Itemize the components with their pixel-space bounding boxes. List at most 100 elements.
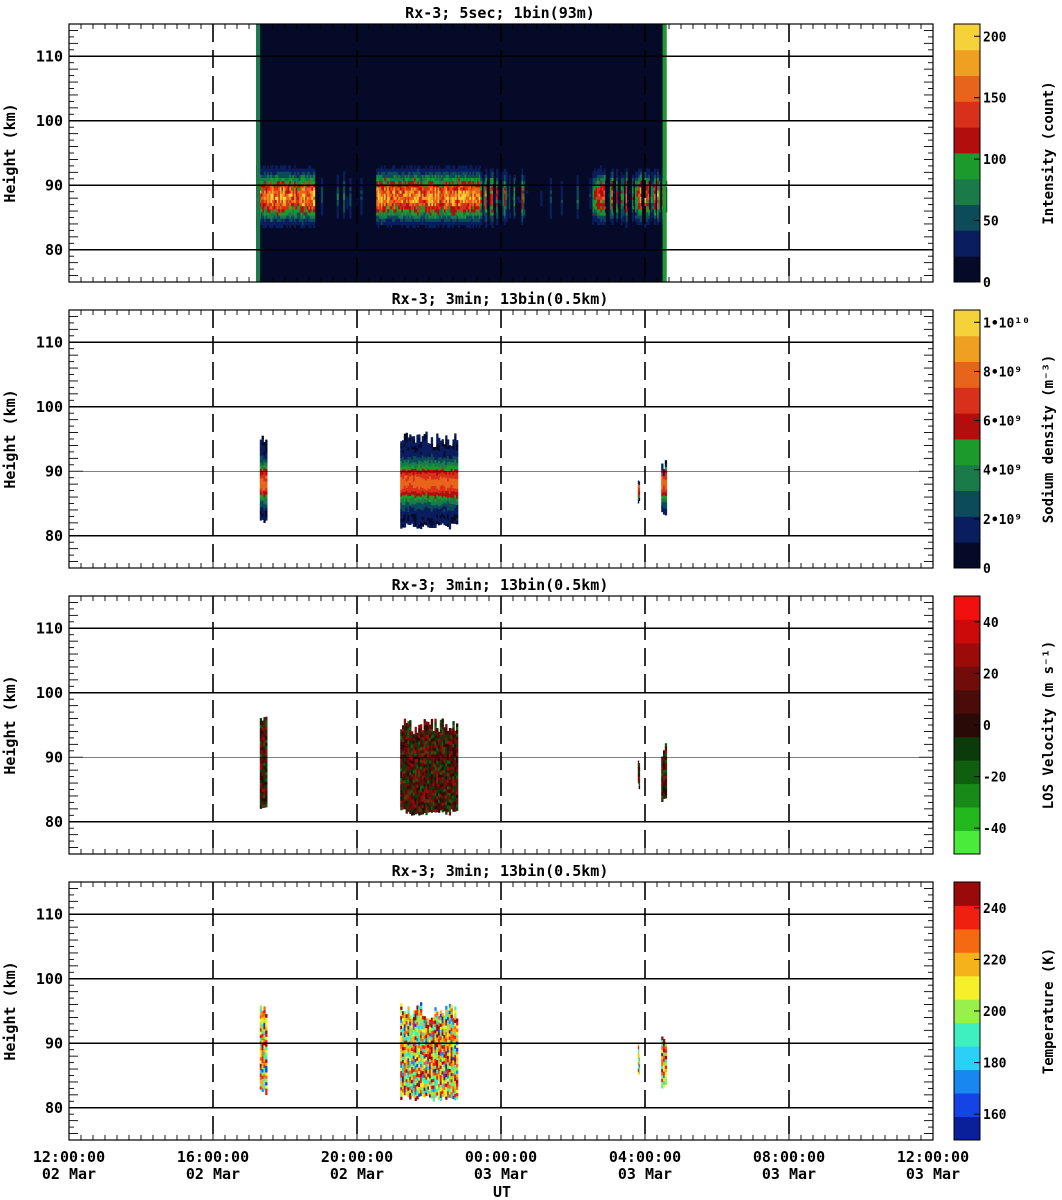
intensity-cell	[391, 165, 395, 169]
intensity-cell	[595, 202, 598, 207]
intensity-cell	[526, 205, 529, 210]
intensity-cell	[385, 190, 388, 194]
intensity-cell	[406, 218, 409, 222]
data-cell	[409, 508, 412, 513]
intensity-cell	[445, 221, 448, 225]
data-cell	[412, 487, 416, 492]
intensity-cell	[485, 165, 488, 169]
data-cell	[423, 453, 426, 457]
intensity-cell	[267, 168, 270, 172]
intensity-cell	[295, 205, 298, 210]
data-cell	[409, 498, 412, 503]
intensity-cell	[445, 187, 448, 191]
intensity-cell	[420, 199, 423, 204]
intensity-cell	[426, 193, 429, 197]
intensity-cell	[598, 202, 601, 207]
intensity-cell	[390, 199, 393, 204]
intensity-cell	[494, 199, 497, 204]
intensity-cell	[384, 165, 387, 169]
intensity-cell	[259, 193, 262, 197]
intensity-cell	[308, 212, 311, 216]
intensity-cell	[436, 196, 439, 200]
intensity-cell	[415, 168, 418, 172]
intensity-cell	[388, 215, 391, 219]
intensity-cell	[398, 180, 401, 185]
intensity-cell	[306, 202, 309, 207]
intensity-cell	[436, 190, 439, 194]
data-cell	[663, 507, 666, 512]
intensity-cell	[399, 215, 402, 219]
intensity-cell	[302, 168, 305, 172]
intensity-cell	[436, 165, 439, 169]
intensity-cell	[313, 196, 316, 200]
data-cell	[421, 442, 425, 446]
data-cell	[414, 507, 417, 511]
intensity-cell	[639, 218, 642, 222]
data-cell	[445, 438, 448, 443]
intensity-cell	[284, 221, 287, 225]
intensity-cell	[595, 196, 598, 200]
intensity-cell	[504, 165, 507, 169]
intensity-cell	[295, 215, 298, 219]
intensity-cell	[421, 218, 425, 222]
intensity-cell	[456, 202, 459, 207]
data-cell	[403, 478, 407, 483]
data-cell	[663, 472, 666, 476]
intensity-cell	[496, 187, 499, 191]
intensity-cell	[303, 171, 306, 175]
intensity-cell	[426, 177, 429, 182]
intensity-cell	[260, 177, 264, 182]
intensity-cell	[451, 215, 455, 219]
intensity-cell	[376, 218, 379, 222]
intensity-cell	[508, 196, 511, 200]
intensity-cell	[262, 224, 265, 229]
intensity-cell	[303, 218, 306, 222]
data-cell	[411, 439, 414, 444]
intensity-cell	[603, 162, 606, 166]
intensity-cell	[485, 187, 488, 191]
intensity-cell	[360, 202, 363, 207]
intensity-cell	[305, 212, 308, 216]
intensity-cell	[592, 177, 595, 182]
intensity-cell	[264, 187, 267, 191]
intensity-cell	[447, 221, 450, 225]
data-cell	[454, 520, 457, 524]
intensity-cell	[284, 196, 287, 200]
data-cell	[454, 436, 457, 441]
intensity-cell	[603, 174, 606, 178]
intensity-cell	[504, 180, 507, 185]
intensity-cell	[283, 168, 286, 172]
intensity-cell	[458, 171, 461, 175]
intensity-cell	[387, 212, 390, 216]
data-cell	[456, 472, 459, 476]
intensity-cell	[264, 209, 267, 213]
intensity-cell	[630, 196, 633, 200]
data-cell	[430, 453, 434, 457]
intensity-cell	[404, 174, 407, 178]
intensity-cell	[267, 221, 270, 225]
intensity-cell	[388, 187, 391, 191]
intensity-cell	[451, 174, 455, 178]
intensity-cell	[343, 171, 346, 175]
intensity-cell	[260, 202, 264, 207]
intensity-cell	[646, 212, 649, 216]
intensity-cell	[409, 205, 412, 210]
intensity-cell	[398, 221, 401, 225]
data-cell	[456, 459, 459, 464]
intensity-cell	[603, 180, 606, 185]
intensity-cell	[597, 199, 600, 204]
intensity-cell	[608, 187, 611, 191]
intensity-cell	[412, 212, 415, 216]
intensity-cell	[464, 193, 467, 197]
data-cell	[407, 463, 410, 467]
intensity-cell	[391, 168, 395, 172]
intensity-cell	[343, 193, 346, 197]
data-cell	[443, 470, 446, 474]
intensity-cell	[380, 171, 384, 175]
intensity-cell	[485, 168, 488, 172]
intensity-cell	[461, 180, 464, 185]
intensity-cell	[406, 165, 409, 169]
data-cell	[421, 500, 425, 505]
intensity-cell	[472, 227, 475, 232]
intensity-cell	[414, 205, 417, 210]
